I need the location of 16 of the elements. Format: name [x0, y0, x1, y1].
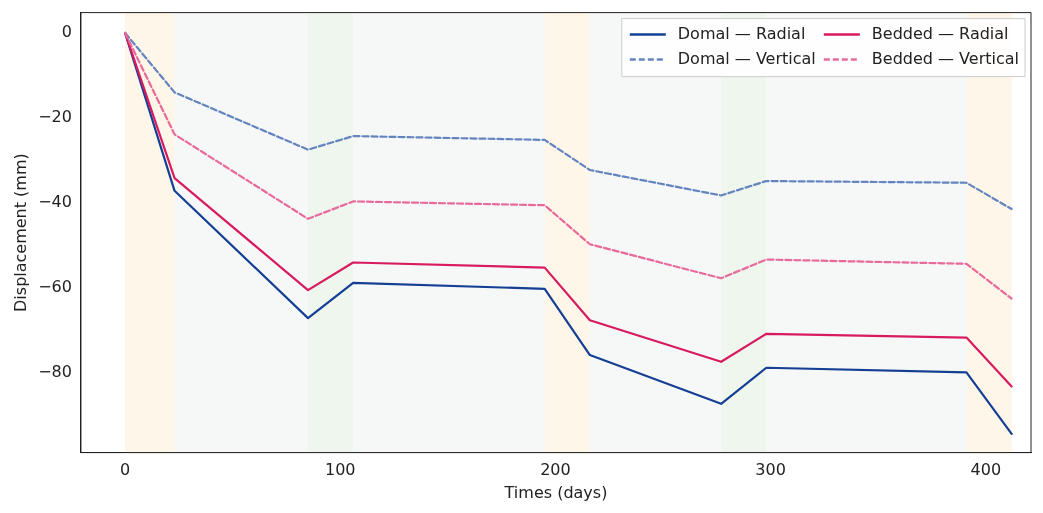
x-tick-label: 100 [324, 460, 356, 480]
x-axis-title: Times (days) [503, 482, 608, 502]
x-tick-label: 300 [755, 460, 786, 480]
x-tick-label: 200 [540, 460, 571, 480]
y-axis-title: Displacement (mm) [10, 153, 30, 312]
y-tick-label: −80 [38, 361, 72, 381]
legend-label: Domal — Radial [677, 23, 806, 43]
y-tick-label: −40 [38, 191, 72, 211]
legend-label: Bedded — Vertical [871, 48, 1020, 68]
x-tick-label: 400 [970, 460, 1002, 480]
y-tick-label: −20 [38, 106, 72, 126]
y-tick-label: −60 [38, 276, 72, 296]
legend-label: Domal — Vertical [677, 48, 816, 68]
legend-label: Bedded — Radial [871, 23, 1009, 43]
y-tick-label: 0 [61, 22, 72, 42]
x-tick-label: 0 [119, 460, 131, 480]
